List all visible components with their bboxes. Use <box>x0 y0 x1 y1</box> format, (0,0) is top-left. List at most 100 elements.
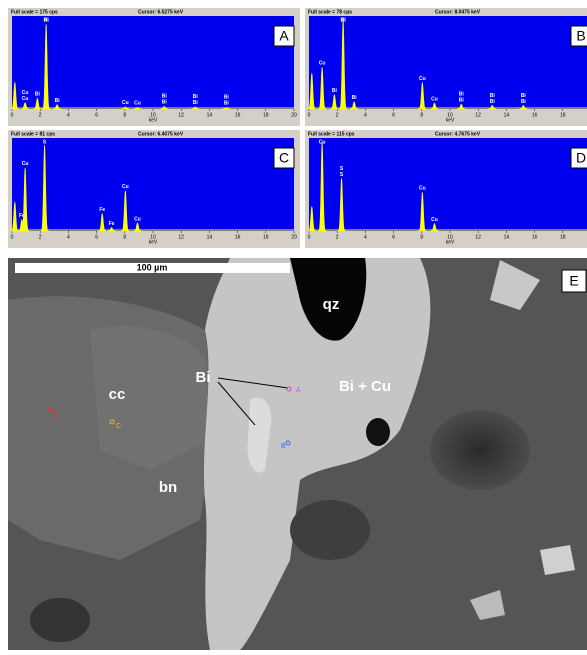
peak-label: Fe <box>109 221 115 227</box>
label-cc: cc <box>109 386 126 403</box>
point-label: D <box>54 412 59 419</box>
cursor: Cursor: 6.4075 keV <box>138 131 184 137</box>
peak-label: Bi <box>162 100 168 106</box>
plot-area <box>12 16 294 109</box>
x-axis-label: keV <box>446 239 455 245</box>
point-label: C <box>116 423 121 430</box>
peak-label: Cu <box>319 139 326 145</box>
panel-letter: E <box>569 273 578 289</box>
x-tick-label: 2 <box>336 112 339 118</box>
x-tick-label: 12 <box>178 112 184 118</box>
x-tick-label: 4 <box>364 112 367 118</box>
x-tick-label: 6 <box>392 234 395 240</box>
label-qz: qz <box>323 296 340 313</box>
peak-label: Fe <box>99 207 105 213</box>
x-tick-label: 20 <box>291 112 297 118</box>
x-tick-label: 16 <box>532 234 538 240</box>
full-scale: Full scale = 78 cps <box>308 9 352 15</box>
x-tick-label: 12 <box>178 234 184 240</box>
x-tick-label: 2 <box>39 112 42 118</box>
cursor: Cursor: 8.0475 keV <box>435 9 481 15</box>
x-tick-label: 8 <box>123 234 126 240</box>
x-axis-label: keV <box>149 117 158 123</box>
peak-label: Cu <box>22 161 29 167</box>
full-scale: Full scale = 115 cps <box>308 131 355 137</box>
peak-label: Bi <box>341 17 347 23</box>
plot-area <box>309 138 587 231</box>
peak-label: Cu <box>419 186 426 192</box>
peak-label: Cu <box>22 96 29 102</box>
peak-label: Cu <box>319 61 326 67</box>
x-tick-label: 16 <box>235 112 241 118</box>
peak-label: Bi <box>459 98 465 104</box>
label-bi-cu: Bi + Cu <box>339 378 391 395</box>
figure: Full scale = 175 cps Cursor: 6.5275 keV 0 2… <box>0 0 587 650</box>
spectrum-panel: Full scale = 81 cps Cursor: 6.4075 keV 0 2 4… <box>8 130 300 248</box>
panel-letter: C <box>279 150 289 166</box>
cursor: Cursor: 4.7675 keV <box>435 131 481 137</box>
x-tick-label: 18 <box>263 112 269 118</box>
panel-letter: B <box>576 28 585 44</box>
x-tick-label: 8 <box>123 112 126 118</box>
x-tick-label: 2 <box>39 234 42 240</box>
x-tick-label: 18 <box>560 112 566 118</box>
full-scale: Full scale = 175 cps <box>11 9 58 15</box>
x-axis-label: keV <box>446 117 455 123</box>
peak-label: Bi <box>35 92 41 98</box>
scale-bar-label: 100 µm <box>137 262 168 272</box>
panel-letter: A <box>279 28 289 44</box>
x-tick-label: 20 <box>291 234 297 240</box>
x-tick-label: 4 <box>67 112 70 118</box>
x-tick-label: 4 <box>364 234 367 240</box>
x-axis-label: keV <box>149 239 158 245</box>
peak-label: Cu <box>431 217 438 223</box>
x-tick-label: 0 <box>308 112 311 118</box>
x-tick-label: 14 <box>207 234 213 240</box>
peak-label: Bi <box>332 88 338 94</box>
x-tick-label: 16 <box>532 112 538 118</box>
x-tick-label: 16 <box>235 234 241 240</box>
x-tick-label: 6 <box>95 112 98 118</box>
x-tick-label: 14 <box>504 234 510 240</box>
peak-label: Cu <box>431 96 438 102</box>
peak-label: Cu <box>134 216 141 222</box>
x-tick-label: 12 <box>475 234 481 240</box>
x-tick-label: 0 <box>11 112 14 118</box>
sem-image: 100 µm E qz Bi cc Bi + Cu bn A B C D <box>8 258 587 650</box>
label-bi: Bi <box>196 369 211 386</box>
plot-area <box>12 138 294 231</box>
x-tick-label: 18 <box>263 234 269 240</box>
peak-label: Bi <box>44 17 50 23</box>
x-tick-label: 8 <box>420 234 423 240</box>
x-tick-label: 14 <box>504 112 510 118</box>
x-tick-label: 4 <box>67 234 70 240</box>
peak-label: Bi <box>193 100 199 106</box>
panel-letter: D <box>576 150 586 166</box>
label-bn: bn <box>159 479 177 496</box>
x-tick-label: 12 <box>475 112 481 118</box>
x-tick-label: 6 <box>392 112 395 118</box>
x-tick-label: 2 <box>336 234 339 240</box>
full-scale: Full scale = 81 cps <box>11 131 55 137</box>
peak-label: Cu <box>134 101 141 107</box>
peak-label: Cu <box>419 76 426 82</box>
x-tick-label: 8 <box>420 112 423 118</box>
x-tick-label: 6 <box>95 234 98 240</box>
peak-label: Bi <box>490 99 496 105</box>
x-tick-label: 0 <box>11 234 14 240</box>
peak-label: Cu <box>122 184 129 190</box>
spectrum-panel: Full scale = 78 cps Cursor: 8.0475 keV 0 2 4… <box>305 8 587 126</box>
peak-label: Bi <box>55 98 61 104</box>
peak-label: Cu <box>122 100 129 106</box>
peak-label: Bi <box>521 99 527 105</box>
peak-label: Bi <box>224 101 230 107</box>
x-tick-label: 14 <box>207 112 213 118</box>
spectrum-panel: Full scale = 175 cps Cursor: 6.5275 keV 0 2… <box>8 8 300 126</box>
x-tick-label: 18 <box>560 234 566 240</box>
x-tick-label: 0 <box>308 234 311 240</box>
spectrum-panel: Full scale = 115 cps Cursor: 4.7675 keV 0 2… <box>305 130 587 248</box>
point-label: B <box>281 443 286 450</box>
cursor: Cursor: 6.5275 keV <box>138 9 184 15</box>
point-label: A <box>296 387 301 394</box>
peak-label: Bi <box>352 95 358 101</box>
